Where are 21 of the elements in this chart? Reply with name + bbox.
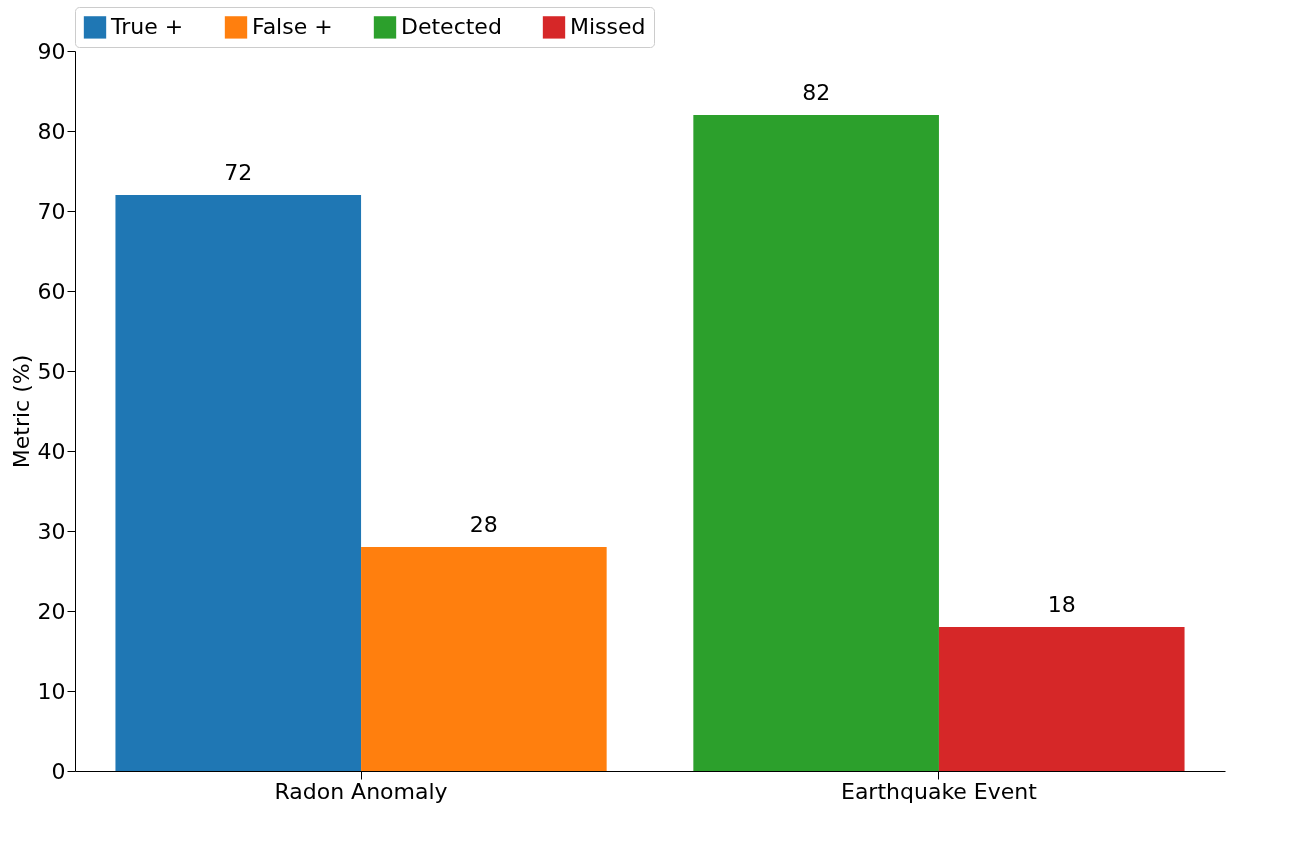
x-tick-label: Earthquake Event bbox=[840, 778, 1038, 804]
y-tick-label: 10 bbox=[37, 678, 66, 704]
legend-label: Missed bbox=[570, 14, 646, 40]
data-label: 82 bbox=[802, 80, 831, 105]
y-tick-label: 0 bbox=[51, 758, 66, 784]
y-tick-label: 60 bbox=[37, 278, 66, 304]
legend-label: Detected bbox=[401, 14, 502, 40]
x-tick-label: Radon Anomaly bbox=[274, 778, 448, 804]
y-tick-label: 40 bbox=[37, 438, 66, 464]
y-tick-label: 70 bbox=[37, 198, 66, 224]
data-label: 72 bbox=[224, 160, 253, 185]
y-tick-label: 30 bbox=[37, 518, 66, 544]
legend-label: False + bbox=[252, 14, 333, 40]
data-label: 28 bbox=[469, 512, 498, 537]
y-tick-label: 50 bbox=[37, 358, 66, 384]
y-tick-label: 20 bbox=[37, 598, 66, 624]
y-tick-label: 90 bbox=[37, 38, 66, 64]
legend-label: True + bbox=[110, 14, 184, 40]
data-label: 18 bbox=[1047, 592, 1076, 617]
y-axis-title: Metric (%) bbox=[8, 354, 34, 469]
y-tick-label: 80 bbox=[37, 118, 66, 144]
